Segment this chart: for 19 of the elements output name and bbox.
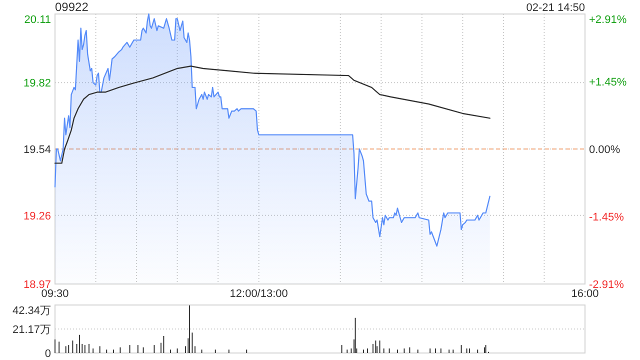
x-tick-label: 09:30: [41, 288, 69, 300]
x-tick-label: 12:00/13:00: [230, 288, 288, 300]
y2-tick-label: -2.91%: [589, 279, 624, 291]
y-tick-label: 18.97: [23, 279, 51, 291]
y-tick-label: 42.34万: [12, 305, 51, 317]
y-tick-label: 0: [44, 348, 51, 360]
y2-tick-label: +1.45%: [589, 76, 627, 89]
chart-title: 09922: [55, 0, 89, 14]
y-tick-label: 19.82: [23, 78, 51, 90]
chart-subtitle: 02-21 14:50: [526, 2, 585, 14]
y2-tick-label: 0.00%: [589, 144, 620, 156]
y2-tick-label: -1.45%: [589, 211, 624, 224]
y2-tick-label: +2.91%: [589, 14, 627, 26]
y-tick-label: 19.54: [23, 144, 51, 156]
y-tick-label: 21.17万: [12, 324, 51, 336]
y-tick-label: 20.11: [24, 14, 51, 26]
line-series: [54, 66, 490, 164]
y-tick-label: 19.26: [23, 210, 51, 222]
x-tick-label: 16:00: [571, 288, 599, 300]
